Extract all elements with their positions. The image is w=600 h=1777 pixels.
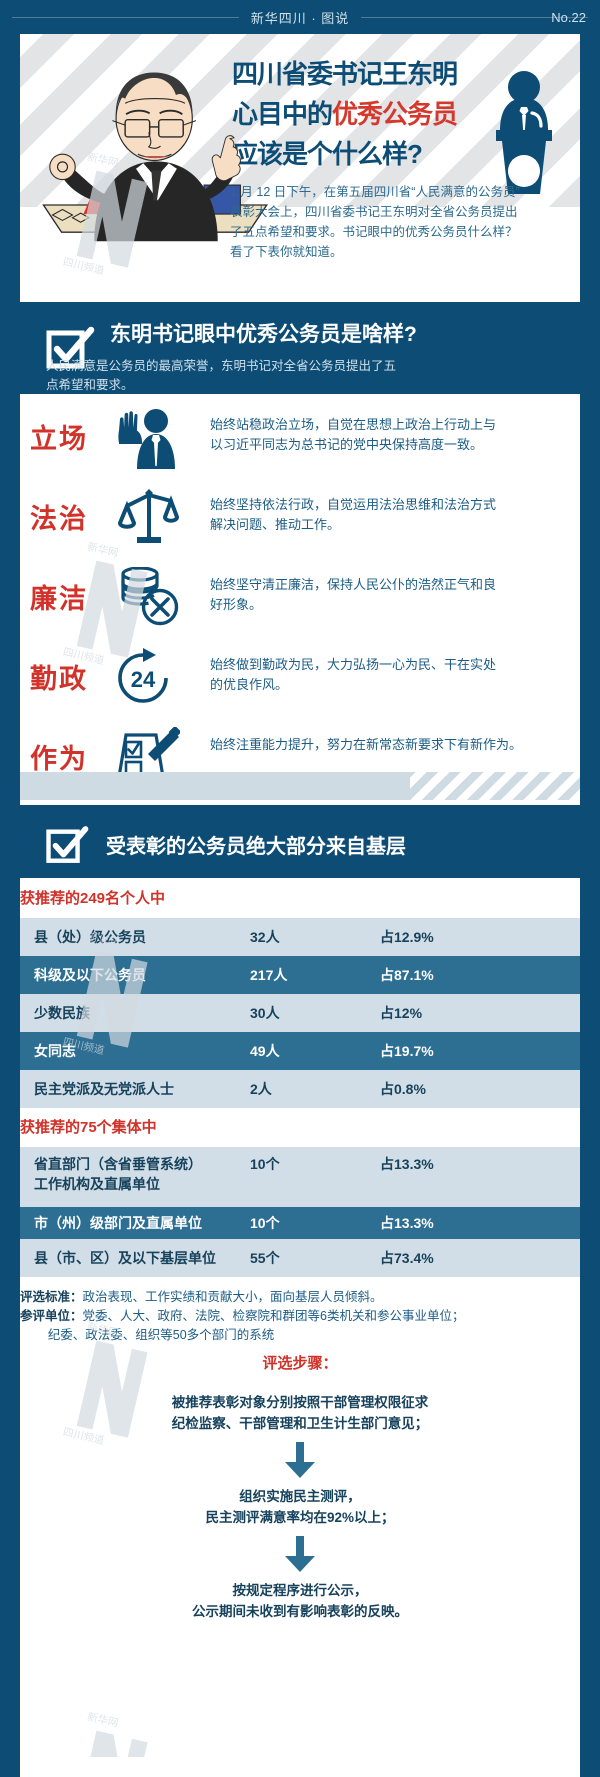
- svg-text:24: 24: [131, 667, 156, 692]
